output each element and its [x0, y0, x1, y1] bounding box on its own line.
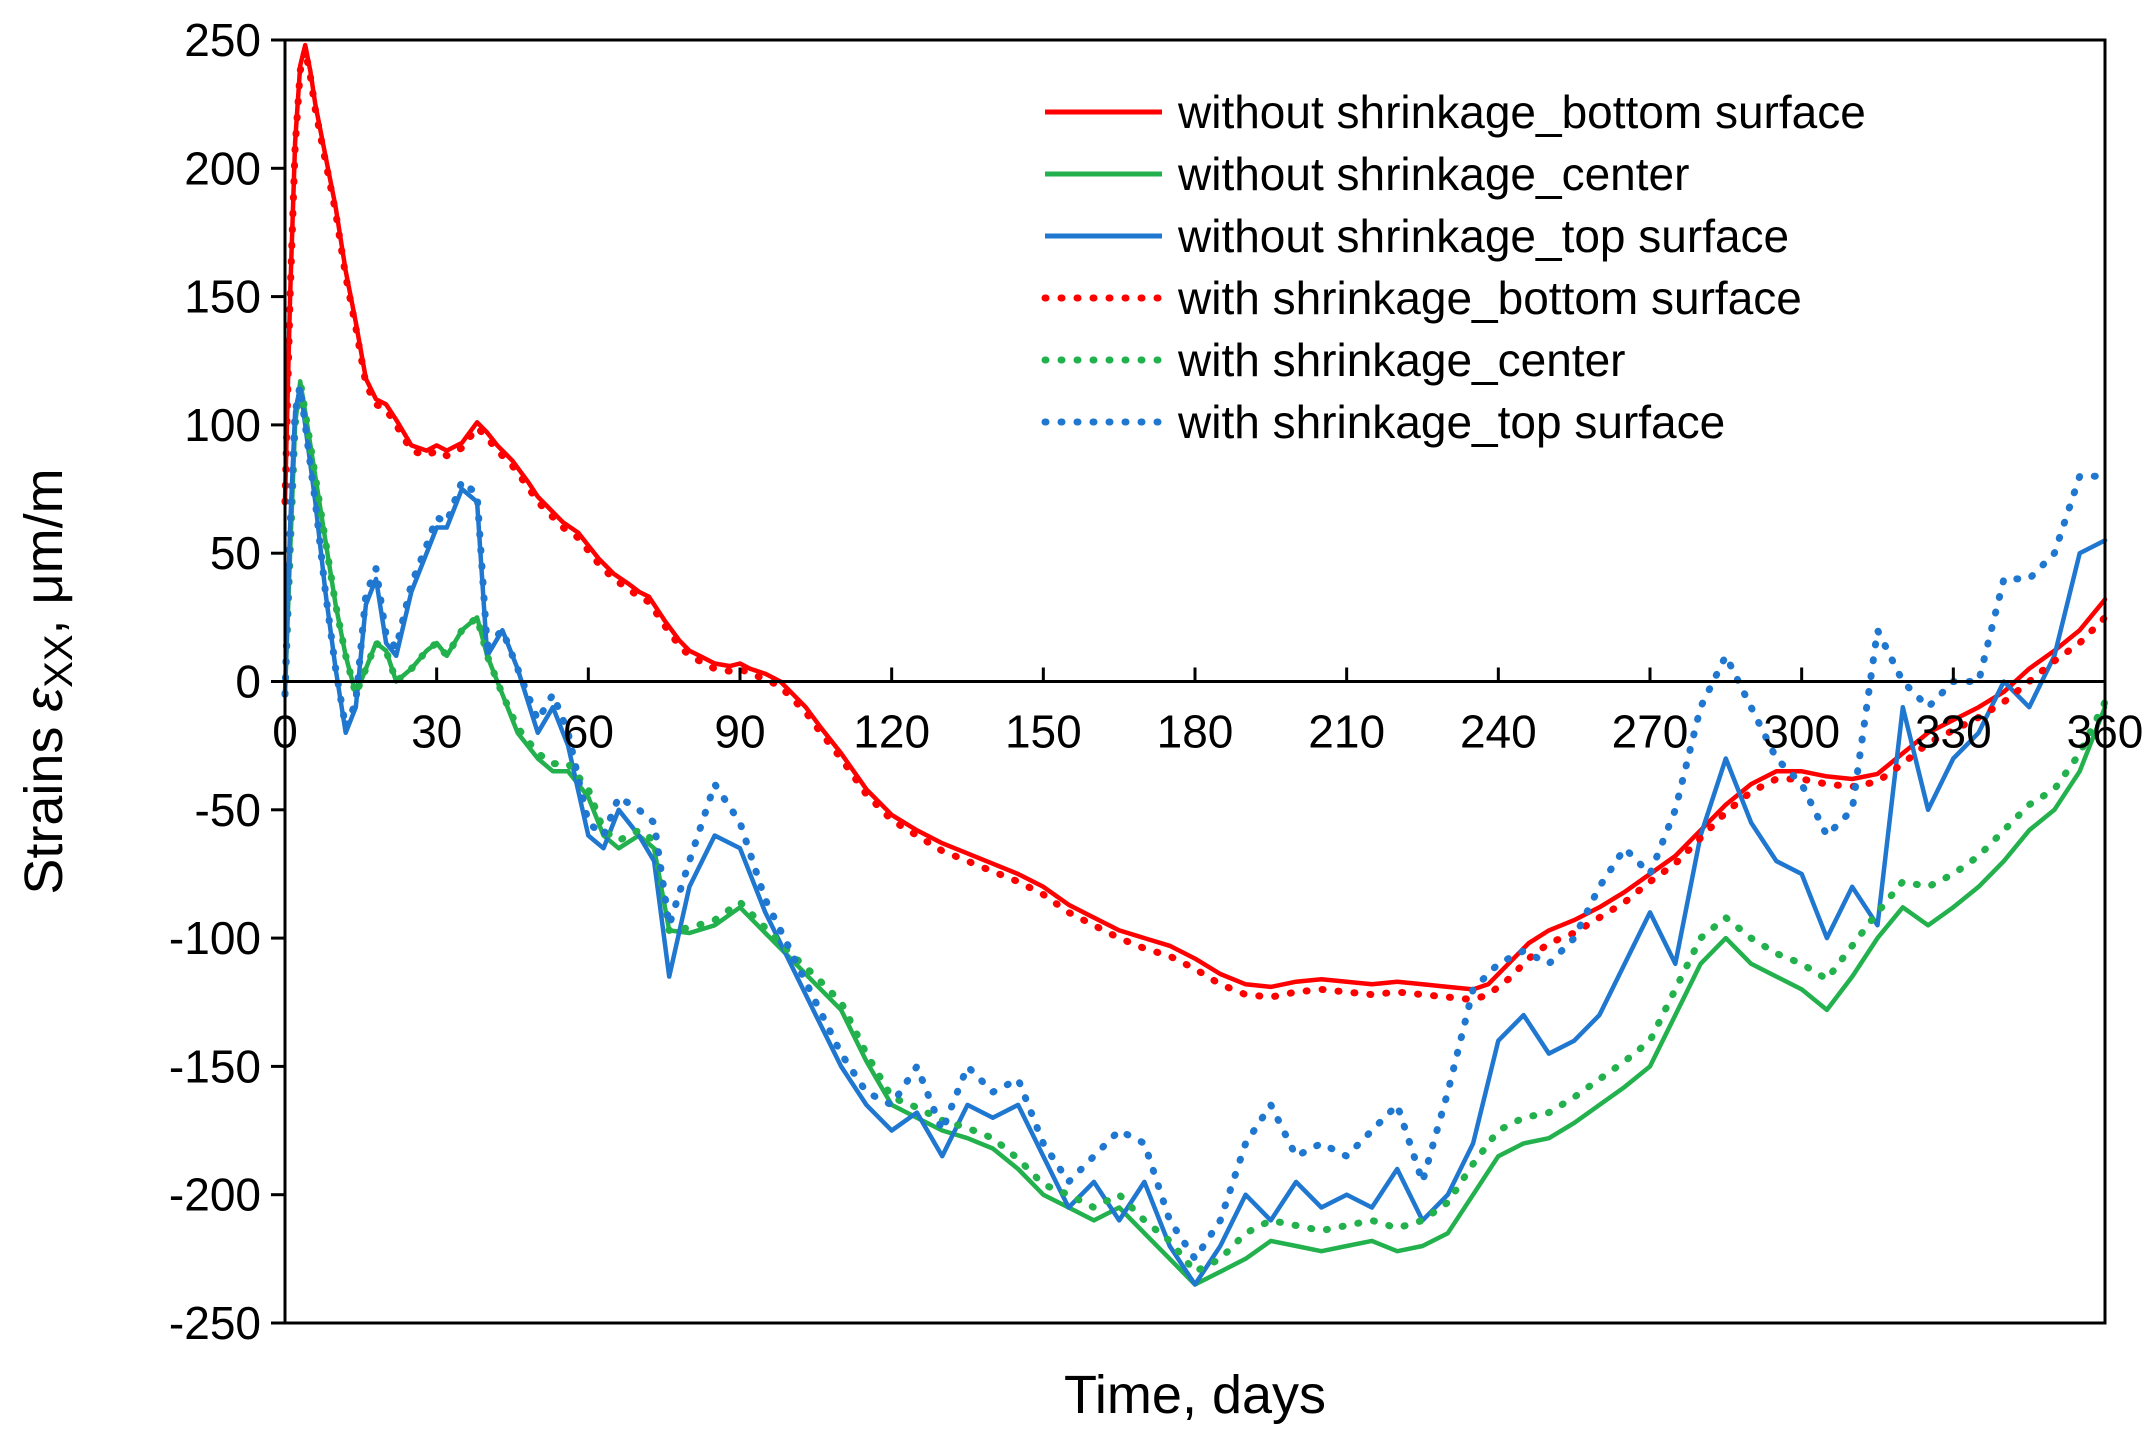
series-line-without-shrinkage-bottom-surface: [282, 42, 2108, 992]
x-tick-label: 60: [563, 706, 614, 758]
legend-label: without shrinkage_center: [1177, 148, 1689, 200]
y-tick-label: 250: [184, 14, 261, 66]
series-line-with-shrinkage-center: [281, 377, 2109, 1276]
y-tick-label: -200: [169, 1169, 261, 1221]
x-tick-label: 300: [1763, 706, 1840, 758]
y-axis-title: Strains εXX, μm/m: [14, 468, 81, 894]
x-axis-ticks: 0 30 60 90 120 150 180 210 240 270 300 330 360: [272, 667, 2144, 758]
y-tick-label: 100: [184, 399, 261, 451]
y-tick-label: -50: [195, 784, 261, 836]
series-layer: [281, 42, 2109, 1287]
legend-label: with shrinkage_top surface: [1177, 396, 1725, 448]
y-axis-title-subscript: XX: [37, 634, 81, 687]
x-axis-title: Time, days: [1064, 1365, 1326, 1425]
x-tick-label: 180: [1157, 706, 1234, 758]
legend-label: without shrinkage_top surface: [1177, 210, 1789, 262]
y-tick-label: 200: [184, 142, 261, 194]
x-tick-label: 30: [411, 706, 462, 758]
y-tick-label: 150: [184, 271, 261, 323]
legend-label: with shrinkage_bottom surface: [1177, 272, 1802, 324]
x-tick-label: 0: [272, 706, 298, 758]
legend-label: without shrinkage_bottom surface: [1177, 86, 1866, 138]
x-tick-label: 210: [1308, 706, 1385, 758]
x-tick-label: 240: [1460, 706, 1537, 758]
y-axis-title-suffix: , μm/m: [14, 468, 74, 634]
y-axis-title-symbol: ε: [14, 687, 74, 712]
series-line-with-shrinkage-bottom-surface: [281, 46, 2109, 1004]
x-tick-label: 120: [853, 706, 930, 758]
series-line-without-shrinkage-top-surface: [282, 384, 2108, 1287]
x-tick-label: 360: [2067, 706, 2144, 758]
x-tick-label: 90: [714, 706, 765, 758]
y-axis-ticks: 250 200 150 100 50 0 -50 -100 -150 -200 -250: [169, 14, 285, 1349]
y-tick-label: 50: [210, 527, 261, 579]
y-tick-label: -250: [169, 1297, 261, 1349]
y-axis-title-prefix: Strains: [14, 712, 74, 895]
legend: without shrinkage_bottom surface without …: [1041, 86, 1866, 448]
legend-label: with shrinkage_center: [1177, 334, 1625, 386]
series-line-with-shrinkage-top-surface: [281, 382, 2109, 1263]
y-tick-label: 0: [235, 656, 261, 708]
x-tick-label: 270: [1612, 706, 1689, 758]
x-tick-label: 150: [1005, 706, 1082, 758]
y-tick-label: -150: [169, 1040, 261, 1092]
x-tick-label: 330: [1915, 706, 1992, 758]
y-tick-label: -100: [169, 912, 261, 964]
